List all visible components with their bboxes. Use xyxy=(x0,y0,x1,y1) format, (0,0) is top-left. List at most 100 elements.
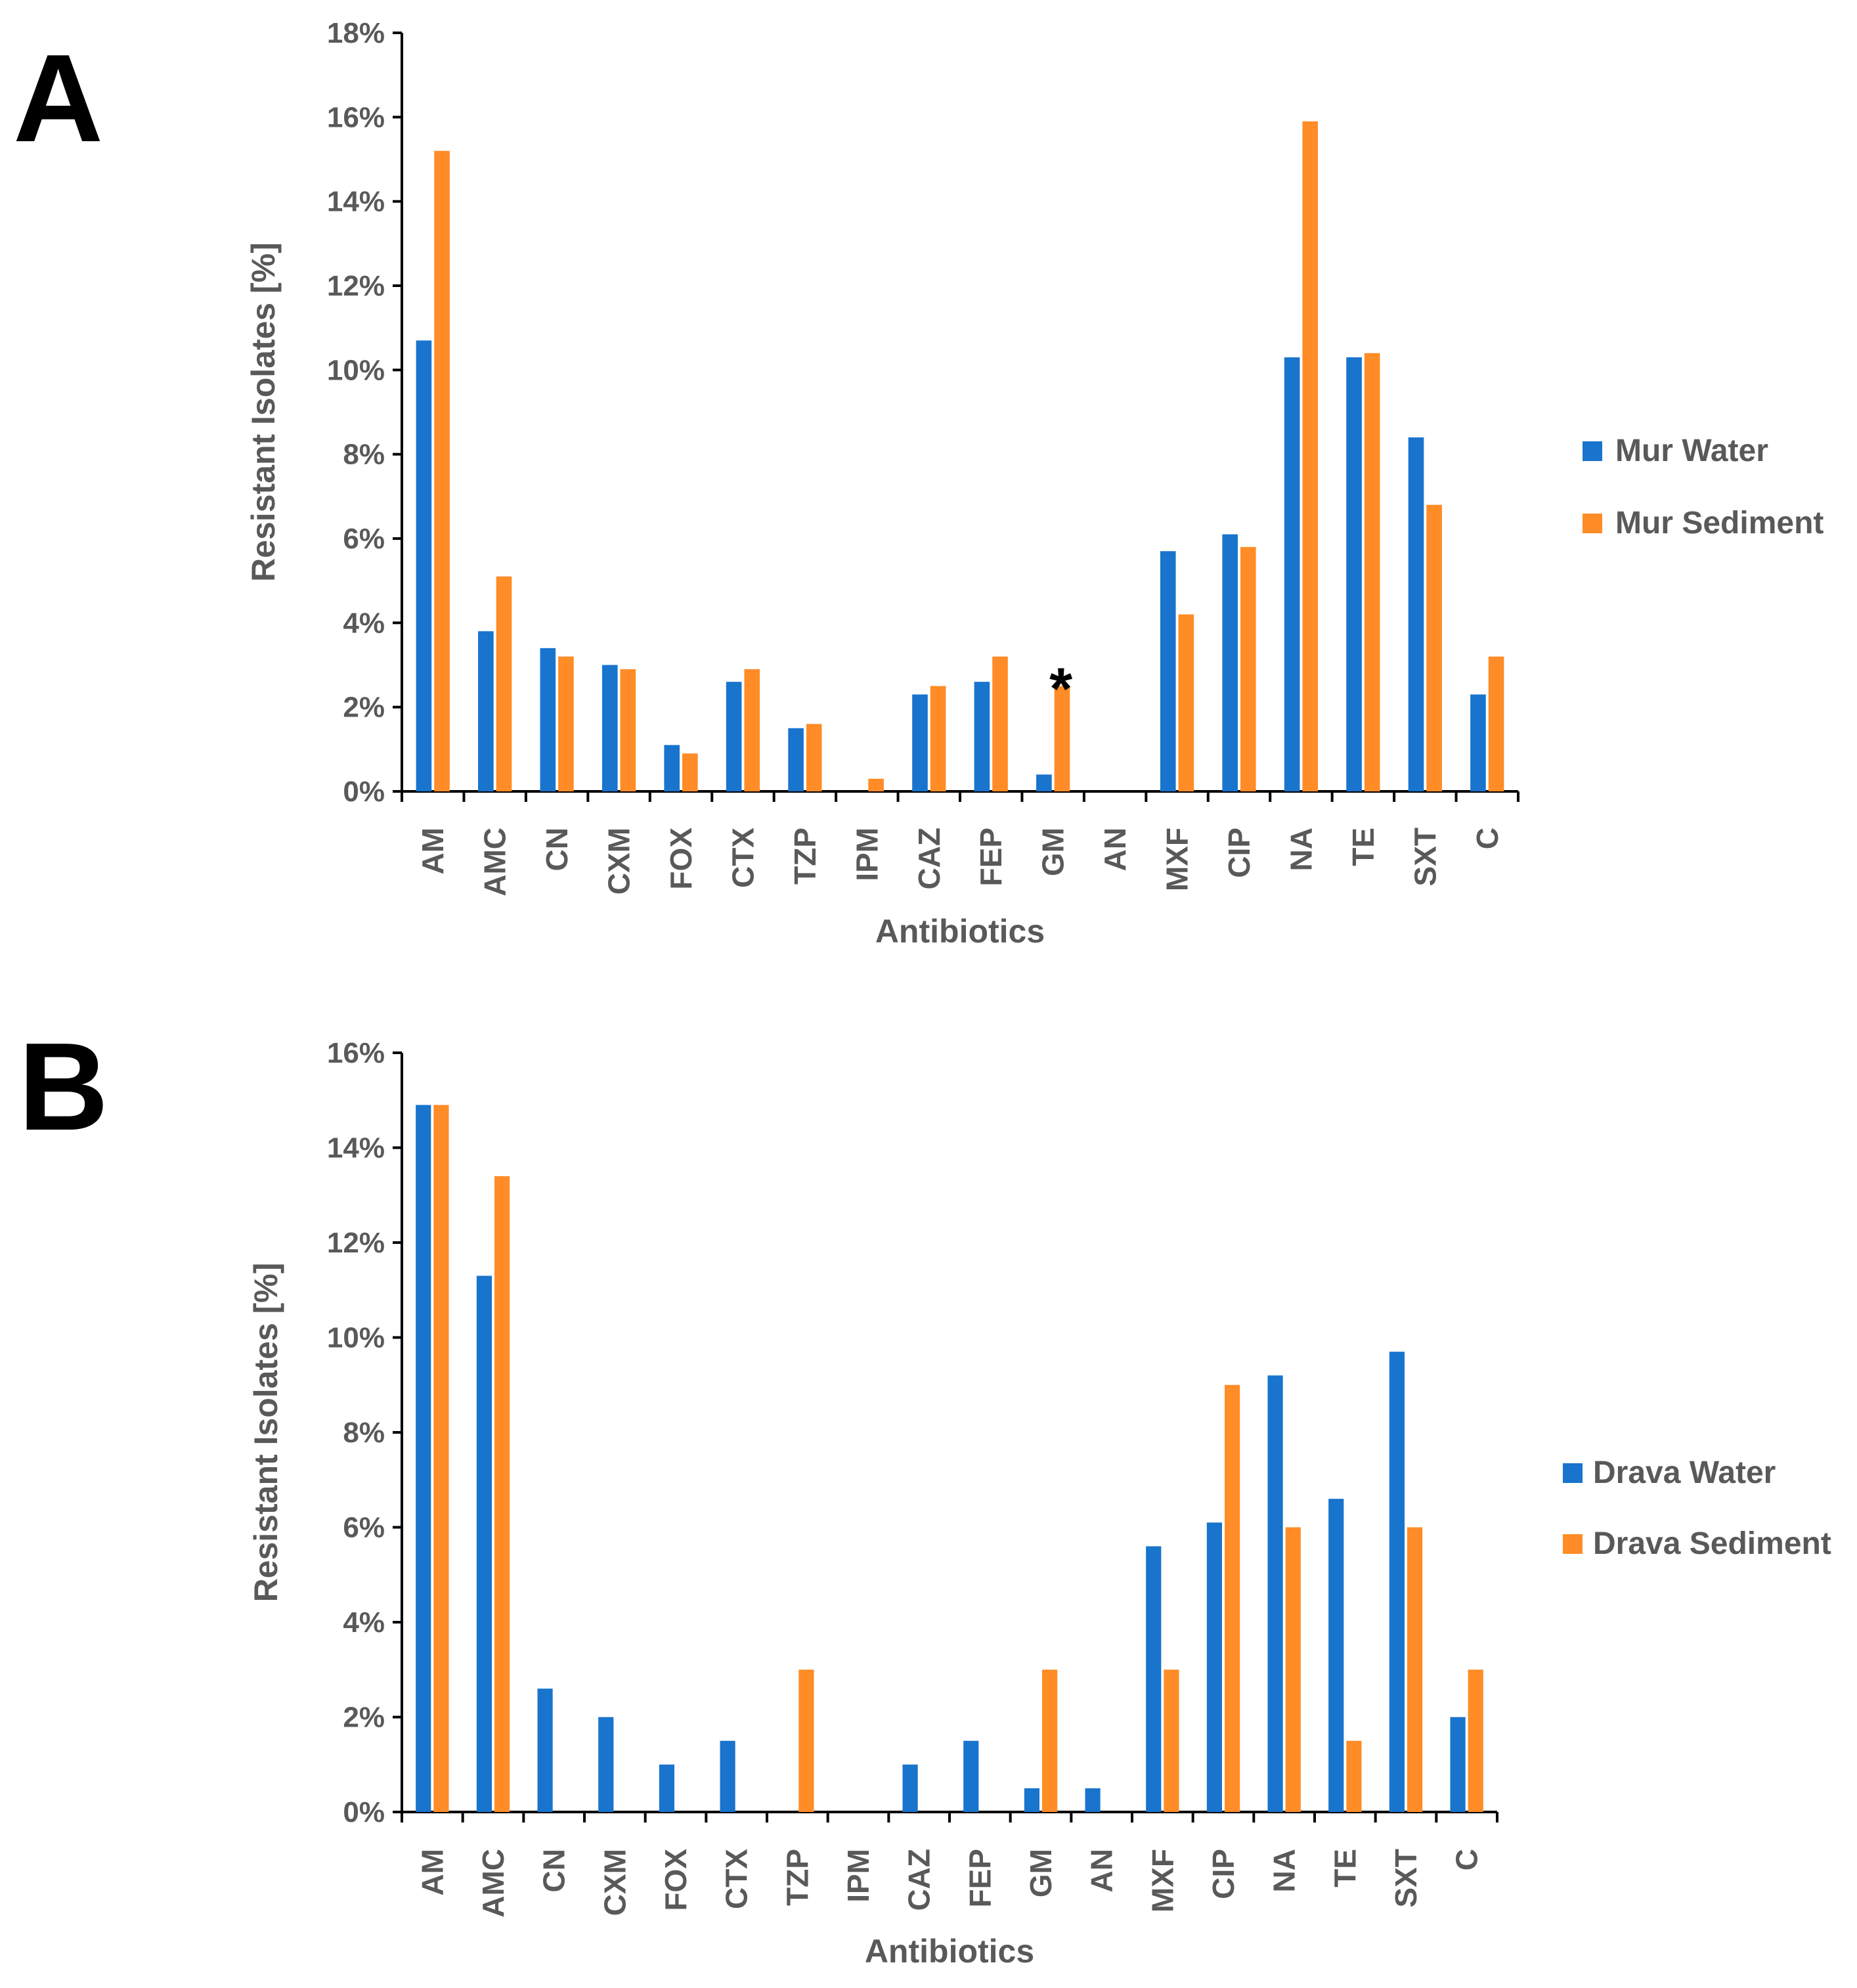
panel-label: B xyxy=(18,1017,108,1157)
bar-drava-water-cip xyxy=(1206,1522,1222,1812)
bar-mur-sediment-mxf xyxy=(1178,614,1194,791)
x-tick-label: GM xyxy=(1036,828,1070,876)
x-tick-label: TZP xyxy=(788,828,822,885)
bar-drava-water-am xyxy=(416,1105,431,1812)
bar-drava-water-amc xyxy=(476,1275,492,1812)
legend-label: Drava Sediment xyxy=(1593,1526,1831,1561)
x-tick-label: MXF xyxy=(1145,1849,1179,1912)
bar-mur-sediment-c xyxy=(1488,656,1504,791)
x-tick-label: AM xyxy=(416,828,450,875)
bar-mur-sediment-amc xyxy=(496,576,512,791)
legend-swatch xyxy=(1563,1534,1583,1554)
x-tick-label: AM xyxy=(415,1849,449,1896)
bar-drava-sediment-gm xyxy=(1042,1669,1058,1812)
bar-drava-sediment-mxf xyxy=(1164,1669,1179,1812)
y-tick-label: 10% xyxy=(327,1322,385,1354)
bar-drava-water-te xyxy=(1328,1499,1344,1812)
y-axis-title: Resistant Isolates [%] xyxy=(248,1263,284,1602)
bar-drava-sediment-cip xyxy=(1225,1384,1240,1812)
legend-label: Drava Water xyxy=(1593,1455,1776,1490)
bar-drava-sediment-c xyxy=(1468,1669,1483,1812)
x-tick-label: CAZ xyxy=(912,828,946,890)
bar-mur-water-cxm xyxy=(601,665,618,791)
x-tick-label: FOX xyxy=(664,828,698,890)
y-tick-label: 14% xyxy=(327,1132,385,1164)
bar-mur-sediment-cxm xyxy=(620,669,636,791)
bar-mur-sediment-tzp xyxy=(806,724,822,791)
bar-mur-water-sxt xyxy=(1408,437,1424,791)
bar-mur-water-gm xyxy=(1036,774,1052,791)
bar-mur-water-tzp xyxy=(788,728,804,791)
x-tick-label: IPM xyxy=(841,1849,875,1903)
y-tick-label: 16% xyxy=(327,101,385,133)
x-axis-title: Antibiotics xyxy=(875,913,1045,950)
y-tick-label: 12% xyxy=(327,270,385,302)
bar-mur-sediment-ctx xyxy=(744,669,760,791)
y-tick-label: 18% xyxy=(327,17,385,49)
bar-mur-sediment-te xyxy=(1364,353,1380,791)
y-tick-label: 8% xyxy=(343,439,385,471)
panel-label: A xyxy=(13,29,103,168)
x-tick-label: C xyxy=(1470,828,1504,849)
bar-mur-sediment-fep xyxy=(992,656,1008,791)
y-tick-label: 6% xyxy=(343,1512,385,1544)
bar-drava-water-cxm xyxy=(598,1717,614,1812)
bar-drava-water-fox xyxy=(659,1764,674,1812)
bar-mur-water-mxf xyxy=(1160,551,1176,791)
bar-mur-water-fep xyxy=(974,682,990,791)
bar-drava-sediment-sxt xyxy=(1407,1527,1423,1812)
x-tick-label: CTX xyxy=(726,828,760,888)
x-tick-label: CIP xyxy=(1206,1849,1240,1899)
bar-mur-water-na xyxy=(1284,357,1300,791)
bar-mur-sediment-gm xyxy=(1054,686,1070,791)
bar-drava-water-na xyxy=(1267,1375,1283,1812)
panel-a: A 0% 2% 4% 6% 8% 10% 12% 14% 16% 18% AM AMC CN CXM FOX C… xyxy=(13,17,1824,950)
x-tick-label: CAZ xyxy=(902,1849,936,1911)
x-tick-label: CXM xyxy=(598,1849,632,1916)
bar-drava-water-an xyxy=(1085,1788,1101,1812)
y-tick-label: 8% xyxy=(343,1417,385,1449)
panel-b: B 0% 2% 4% 6% 8% 10% 12% 14% 16% AM AMC CN CXM FOX CTX T… xyxy=(18,1017,1831,1970)
bar-drava-sediment-tzp xyxy=(798,1669,814,1812)
bar-mur-sediment-cip xyxy=(1240,546,1256,791)
bar-drava-water-caz xyxy=(902,1764,918,1812)
bar-drava-sediment-amc xyxy=(494,1176,510,1812)
y-tick-label: 4% xyxy=(343,1606,385,1639)
x-tick-label: AMC xyxy=(476,1849,510,1918)
y-tick-label: 0% xyxy=(343,776,385,808)
bar-mur-water-cn xyxy=(540,648,556,791)
x-tick-label: MXF xyxy=(1160,828,1194,891)
y-tick-label: 6% xyxy=(343,523,385,555)
x-tick-label: GM xyxy=(1024,1849,1058,1897)
y-tick-label: 4% xyxy=(343,607,385,639)
x-tick-label: CN xyxy=(540,828,574,871)
bar-mur-water-te xyxy=(1346,357,1362,791)
x-tick-label: NA xyxy=(1284,828,1318,871)
bar-mur-water-ctx xyxy=(726,682,742,791)
bar-mur-sediment-ipm xyxy=(868,778,884,791)
y-tick-label: 2% xyxy=(343,692,385,724)
bar-drava-sediment-am xyxy=(433,1105,449,1812)
x-tick-label: TZP xyxy=(780,1849,814,1906)
bar-mur-water-c xyxy=(1470,694,1486,791)
y-tick-label: 10% xyxy=(327,354,385,386)
y-axis-title: Resistant Isolates [%] xyxy=(245,242,282,582)
x-tick-label: IPM xyxy=(850,828,884,881)
bar-mur-sediment-cn xyxy=(558,656,574,791)
x-tick-label: AMC xyxy=(478,828,512,896)
legend-label: Mur Water xyxy=(1615,433,1768,468)
bar-mur-sediment-sxt xyxy=(1426,504,1442,791)
x-tick-label: CIP xyxy=(1222,828,1256,878)
x-tick-label: NA xyxy=(1267,1849,1301,1892)
y-tick-label: 16% xyxy=(327,1037,385,1069)
significance-annotation: * xyxy=(1049,657,1072,722)
x-tick-label: C xyxy=(1450,1849,1484,1870)
x-tick-label: CXM xyxy=(602,828,636,895)
y-tick-label: 12% xyxy=(327,1227,385,1259)
x-tick-label: CTX xyxy=(720,1849,754,1909)
bar-mur-water-amc xyxy=(478,631,494,791)
bar-drava-water-mxf xyxy=(1146,1546,1162,1812)
bar-mur-sediment-na xyxy=(1302,121,1319,791)
bar-mur-sediment-fox xyxy=(682,753,698,791)
